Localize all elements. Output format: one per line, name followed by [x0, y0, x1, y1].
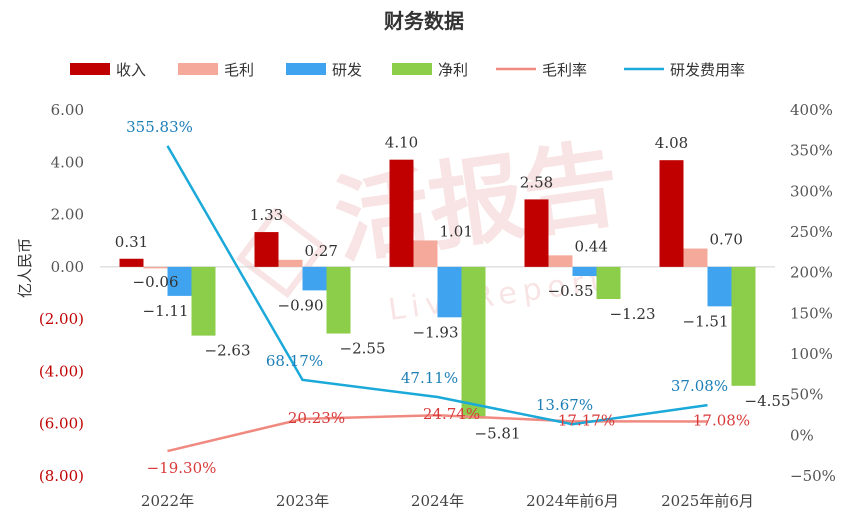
x-tick-label: 2024年 — [411, 492, 464, 510]
bar-研发 — [437, 266, 462, 318]
legend-swatch — [286, 63, 326, 75]
legend-label: 研发 — [332, 61, 362, 79]
x-tick-label: 2025年前6月 — [661, 492, 754, 510]
y-right-tick-label: 300% — [790, 182, 833, 200]
svg-text:活报告: 活报告 — [328, 129, 626, 278]
y-right-tick-label: −50% — [790, 467, 836, 485]
legend-label: 毛利率 — [542, 61, 587, 79]
bar-净利 — [191, 266, 216, 336]
bar-净利 — [326, 266, 351, 334]
data-labels: 0.31 1.33 4.10 2.58 4.08 −0.06 0.27 1.01 0.44 0.7… — [115, 118, 791, 477]
bar-data-label: 0.44 — [575, 237, 608, 255]
bar-data-label: −0.35 — [548, 282, 594, 300]
y-left-tick-label: 0.00 — [51, 258, 84, 276]
bar-收入 — [254, 232, 279, 267]
bar-data-label: −1.11 — [143, 302, 189, 320]
legend-label: 研发费用率 — [670, 61, 745, 79]
bar-data-label: −0.90 — [278, 296, 324, 314]
y-left-tick-label: 2.00 — [51, 206, 84, 224]
rate-data-label: 17.17% — [558, 411, 615, 429]
chart-title: 财务数据 — [384, 9, 464, 33]
bar-data-label: −4.55 — [745, 392, 791, 410]
bar-收入 — [524, 199, 549, 267]
bar-data-label: −1.23 — [610, 305, 656, 323]
bar-data-label: 2.58 — [520, 173, 553, 191]
y-left-tick-label: (2.00) — [39, 310, 84, 328]
rate-data-label: 24.74% — [423, 405, 480, 423]
rate-data-label: 20.23% — [288, 409, 345, 427]
y-right-tick-label: 200% — [790, 264, 833, 282]
bar-毛利 — [278, 259, 303, 267]
bar-data-label: 0.27 — [305, 242, 338, 260]
bar-收入 — [389, 159, 414, 267]
legend-label: 毛利 — [224, 61, 254, 79]
bar-data-label: −1.51 — [683, 312, 729, 330]
bar-data-label: −2.55 — [340, 340, 386, 358]
rate-data-label: 47.11% — [401, 369, 458, 387]
y-left-tick-label: (4.00) — [39, 362, 84, 380]
bar-收入 — [119, 258, 144, 267]
lines — [166, 145, 708, 453]
bar-研发 — [572, 266, 597, 277]
bar-研发 — [302, 266, 327, 291]
bar-收入 — [659, 160, 684, 267]
bar-data-label: 0.31 — [115, 233, 148, 251]
y-right-tick-label: 100% — [790, 345, 833, 363]
bar-净利 — [731, 266, 756, 386]
bar-净利 — [596, 266, 621, 300]
y-right-tick-label: 350% — [790, 142, 833, 160]
y-left-tick-label: (8.00) — [39, 467, 84, 485]
bar-毛利 — [683, 248, 708, 267]
bar-毛利 — [548, 255, 573, 267]
rate-data-label: 355.83% — [126, 118, 193, 136]
y-right-tick-label: 250% — [790, 223, 833, 241]
bar-data-label: −1.93 — [413, 323, 459, 341]
legend-label: 收入 — [116, 61, 146, 79]
rate-data-label: 37.08% — [671, 377, 728, 395]
bar-data-label: 1.01 — [440, 222, 473, 240]
rate-data-label: 17.08% — [693, 411, 750, 429]
bar-data-label: 0.70 — [710, 231, 743, 249]
axes: 6.00 4.00 2.00 0.00 (2.00) (4.00) (6.00) (8.00)… — [39, 101, 836, 510]
bar-data-label: −5.81 — [475, 425, 521, 443]
y-axis-label: 亿人民币 — [16, 238, 34, 298]
bar-data-label: −2.63 — [205, 342, 251, 360]
y-left-tick-label: (6.00) — [39, 415, 84, 433]
legend: 收入 毛利 研发 净利 毛利率 研发费用率 — [70, 61, 745, 79]
y-right-tick-label: 150% — [790, 304, 833, 322]
bar-净利 — [461, 266, 486, 419]
legend-swatch — [70, 63, 110, 75]
rate-data-label: 68.17% — [266, 352, 323, 370]
bar-研发 — [707, 266, 732, 307]
bar-data-label: 4.10 — [385, 134, 418, 152]
x-tick-label: 2022年 — [141, 492, 194, 510]
y-right-tick-label: 0% — [790, 426, 814, 444]
y-left-tick-label: 6.00 — [51, 101, 84, 119]
bar-data-label: −0.06 — [133, 273, 179, 291]
rate-data-label: 13.67% — [536, 396, 593, 414]
legend-swatch — [392, 63, 432, 75]
bar-data-label: 1.33 — [250, 206, 283, 224]
y-right-tick-label: 400% — [790, 101, 833, 119]
rate-data-label: −19.30% — [147, 459, 217, 477]
legend-label: 净利 — [438, 61, 468, 79]
x-tick-label: 2024年前6月 — [526, 492, 619, 510]
bars — [119, 159, 756, 419]
bar-毛利 — [413, 240, 438, 267]
svg-text:◇: ◇ — [225, 168, 336, 318]
y-right-tick-label: 50% — [790, 386, 823, 404]
x-tick-label: 2023年 — [276, 492, 329, 510]
legend-swatch — [178, 63, 218, 75]
bar-研发 — [167, 266, 192, 296]
y-left-tick-label: 4.00 — [51, 153, 84, 171]
bar-data-label: 4.08 — [655, 134, 688, 152]
bar-毛利 — [143, 266, 168, 269]
